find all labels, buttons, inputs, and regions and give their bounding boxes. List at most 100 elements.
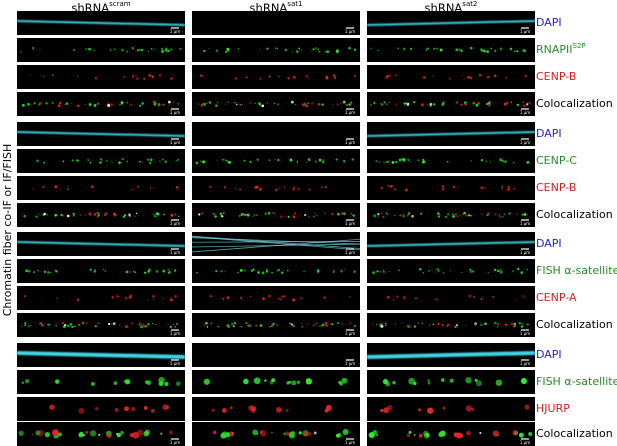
signal-dot — [291, 380, 297, 386]
signal-dot — [298, 47, 301, 50]
signal-dot — [266, 102, 269, 104]
signal-dot — [267, 212, 271, 215]
scale-bar-label: 1 μm — [170, 331, 180, 336]
signal-dot — [55, 324, 58, 327]
signal-dot — [283, 432, 286, 436]
signal-dot — [125, 325, 128, 329]
header-sup: sat2 — [462, 0, 477, 8]
signal-dot — [510, 322, 514, 326]
signal-dot — [292, 186, 296, 189]
panel-bg — [192, 38, 360, 62]
dapi-fiber — [191, 238, 361, 253]
signal-dot — [18, 430, 24, 436]
signal-dot — [246, 213, 250, 217]
signal-dot — [471, 407, 475, 412]
signal-dot — [136, 49, 139, 51]
panel-bg — [192, 65, 360, 89]
signal-dot — [32, 187, 34, 190]
signal-dot — [124, 379, 131, 385]
signal-dot — [380, 408, 384, 413]
image-panel: 1 μm — [366, 232, 536, 256]
signal-dot — [149, 187, 151, 189]
signal-dot — [377, 212, 380, 216]
signal-dot — [276, 47, 279, 50]
signal-dot — [382, 269, 385, 272]
signal-dot — [312, 324, 314, 327]
signal-dot — [99, 161, 102, 164]
signal-dot — [526, 161, 530, 164]
signal-dot — [472, 270, 475, 273]
signal-dot — [385, 212, 388, 214]
signal-dot — [69, 322, 73, 326]
signal-dot — [299, 213, 302, 215]
signal-dot — [196, 271, 198, 274]
signal-dot — [372, 323, 374, 325]
signal-dot — [341, 212, 344, 215]
signal-dot — [464, 102, 467, 106]
panel-bg — [367, 176, 535, 200]
image-panel — [367, 286, 535, 310]
signal-dot — [107, 104, 111, 107]
signal-dot — [271, 378, 276, 383]
signal-dot — [469, 76, 473, 80]
signal-dot — [143, 77, 146, 81]
signal-dot — [507, 185, 511, 189]
signal-dot — [116, 295, 119, 298]
signal-dot — [432, 75, 435, 78]
signal-dot — [121, 49, 124, 52]
signal-dot — [439, 214, 441, 216]
signal-dot — [498, 214, 501, 216]
signal-dot — [212, 430, 217, 435]
signal-dot — [447, 213, 450, 216]
image-panel: 1 μm — [17, 313, 185, 337]
signal-dot — [47, 271, 50, 274]
signal-dot — [370, 103, 372, 105]
image-panel: 1 μm — [16, 11, 186, 35]
signal-dot — [286, 269, 289, 272]
signal-dot — [313, 431, 317, 435]
scale-bar-label: 1 μm — [170, 110, 180, 115]
signal-dot — [269, 325, 271, 328]
signal-dot — [114, 407, 119, 412]
row-label: RNAPIIS2P — [536, 42, 586, 56]
signal-dot — [528, 101, 531, 105]
dapi-fiber — [191, 237, 361, 245]
signal-dot — [111, 162, 113, 164]
signal-dot — [406, 102, 410, 106]
image-panel: 1 μm — [366, 11, 536, 35]
signal-dot — [158, 73, 162, 77]
signal-dot — [437, 212, 439, 214]
signal-dot — [441, 185, 445, 188]
signal-dot — [245, 322, 248, 325]
signal-dot — [277, 158, 280, 162]
image-panel: 1 μm — [366, 122, 536, 146]
signal-dot — [209, 185, 212, 189]
signal-dot — [264, 212, 268, 216]
panel-bg — [367, 38, 535, 62]
signal-dot — [259, 104, 262, 106]
signal-dot — [173, 74, 175, 76]
signal-dot — [493, 74, 497, 78]
signal-dot — [348, 103, 351, 106]
signal-dot — [525, 214, 528, 216]
signal-dot — [472, 101, 476, 105]
signal-dot — [469, 268, 472, 271]
signal-dot — [320, 186, 324, 189]
signal-dot — [494, 268, 497, 272]
panel-bg — [367, 92, 535, 116]
signal-dot — [485, 160, 488, 163]
signal-dot — [441, 324, 444, 327]
signal-dot — [518, 432, 525, 438]
signal-dot — [420, 212, 423, 215]
signal-dot — [411, 214, 414, 218]
signal-dot — [469, 46, 473, 50]
signal-dot — [112, 212, 116, 216]
signal-dot — [205, 102, 208, 105]
signal-dot — [76, 159, 80, 162]
row-label-text: FISH α-satellite — [536, 375, 617, 388]
signal-dot — [510, 47, 513, 50]
signal-dot — [56, 297, 59, 300]
signal-dot — [167, 271, 170, 274]
signal-dot — [200, 74, 203, 77]
signal-dot — [422, 160, 426, 163]
